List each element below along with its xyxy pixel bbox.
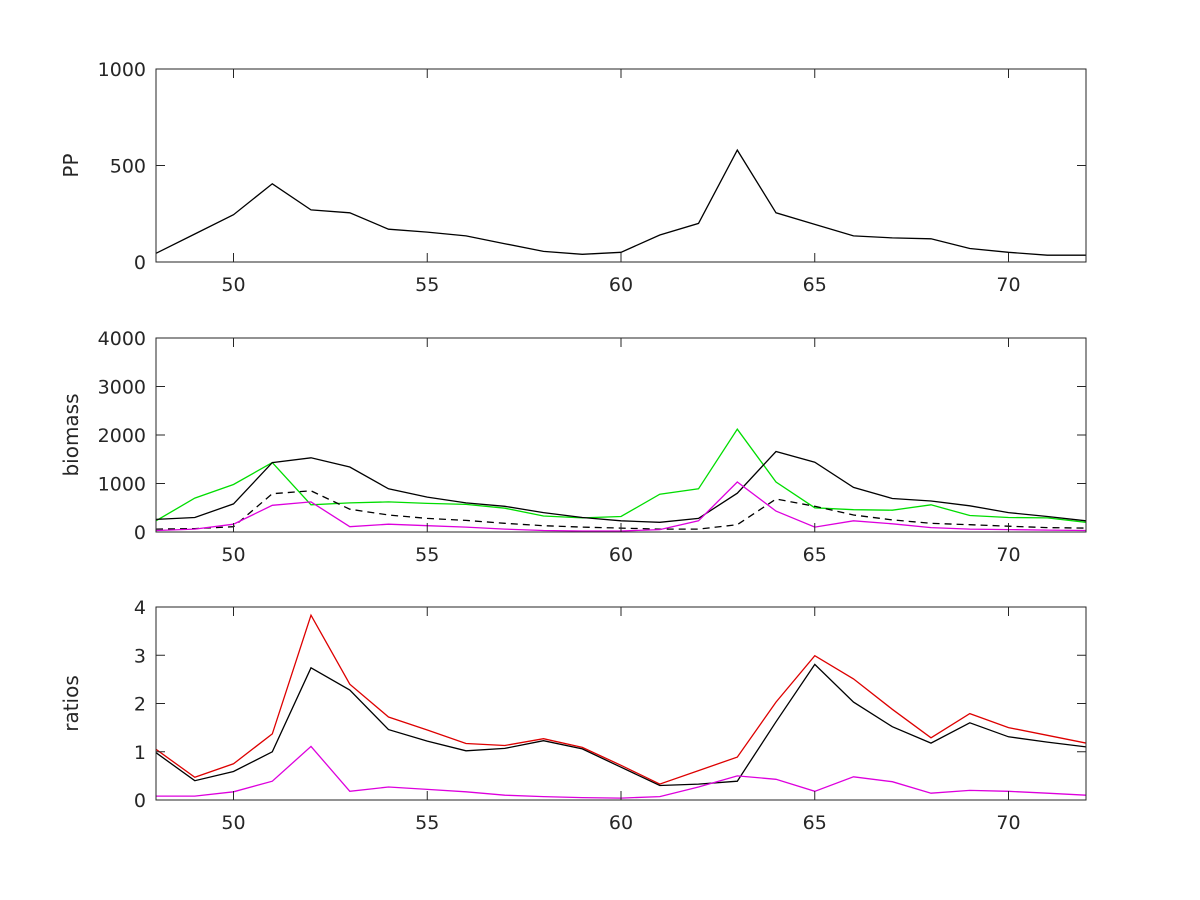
y-tick-label: 1000 <box>98 59 146 81</box>
series-line-1 <box>156 148 1086 256</box>
panel-2: 50 55 60 65 70 0 1000 2000 3000 4000 biomass <box>59 328 1087 566</box>
x-tick-label: 50 <box>221 544 245 566</box>
y-tick-label: 500 <box>110 156 146 178</box>
x-tick-label: 70 <box>996 812 1020 834</box>
series-line-2 <box>156 450 1086 523</box>
y-tick-label: 0 <box>134 790 146 812</box>
x-tick-label: 60 <box>609 544 633 566</box>
y-tick-label: 2 <box>134 694 146 716</box>
series-line-1 <box>156 428 1086 523</box>
x-tick-label: 65 <box>803 544 827 566</box>
y-tick-label: 3000 <box>98 377 146 399</box>
series-line-2 <box>156 663 1086 787</box>
x-tick-label: 55 <box>415 274 439 296</box>
y-tick-label: 1 <box>134 742 146 764</box>
y-axis-title: ratios <box>59 675 83 732</box>
x-tick-label: 55 <box>415 544 439 566</box>
y-tick-label: 3 <box>134 645 146 667</box>
series-line-1 <box>156 613 1086 785</box>
x-tick-label: 65 <box>803 812 827 834</box>
x-tick-label: 50 <box>221 274 245 296</box>
series-group <box>156 148 1086 256</box>
y-axis-title: biomass <box>59 393 83 476</box>
x-tick-label: 65 <box>803 274 827 296</box>
panel-1: 50 55 60 65 70 0 500 1000 PP <box>59 59 1087 296</box>
panel-3: 50 55 60 65 70 0 1 2 3 4 ratios <box>59 597 1087 834</box>
y-tick-label: 0 <box>134 522 146 544</box>
y-tick-label: 1000 <box>98 474 146 496</box>
x-tick-label: 70 <box>996 274 1020 296</box>
y-axis-title: PP <box>59 153 83 177</box>
x-tick-label: 50 <box>221 812 245 834</box>
x-tick-label: 60 <box>609 274 633 296</box>
y-tick-label: 4000 <box>98 328 146 350</box>
x-tick-label: 55 <box>415 812 439 834</box>
y-tick-label: 0 <box>134 252 146 274</box>
x-tick-label: 70 <box>996 544 1020 566</box>
y-tick-label: 4 <box>134 597 146 619</box>
y-tick-label: 2000 <box>98 425 146 447</box>
x-tick-label: 60 <box>609 812 633 834</box>
